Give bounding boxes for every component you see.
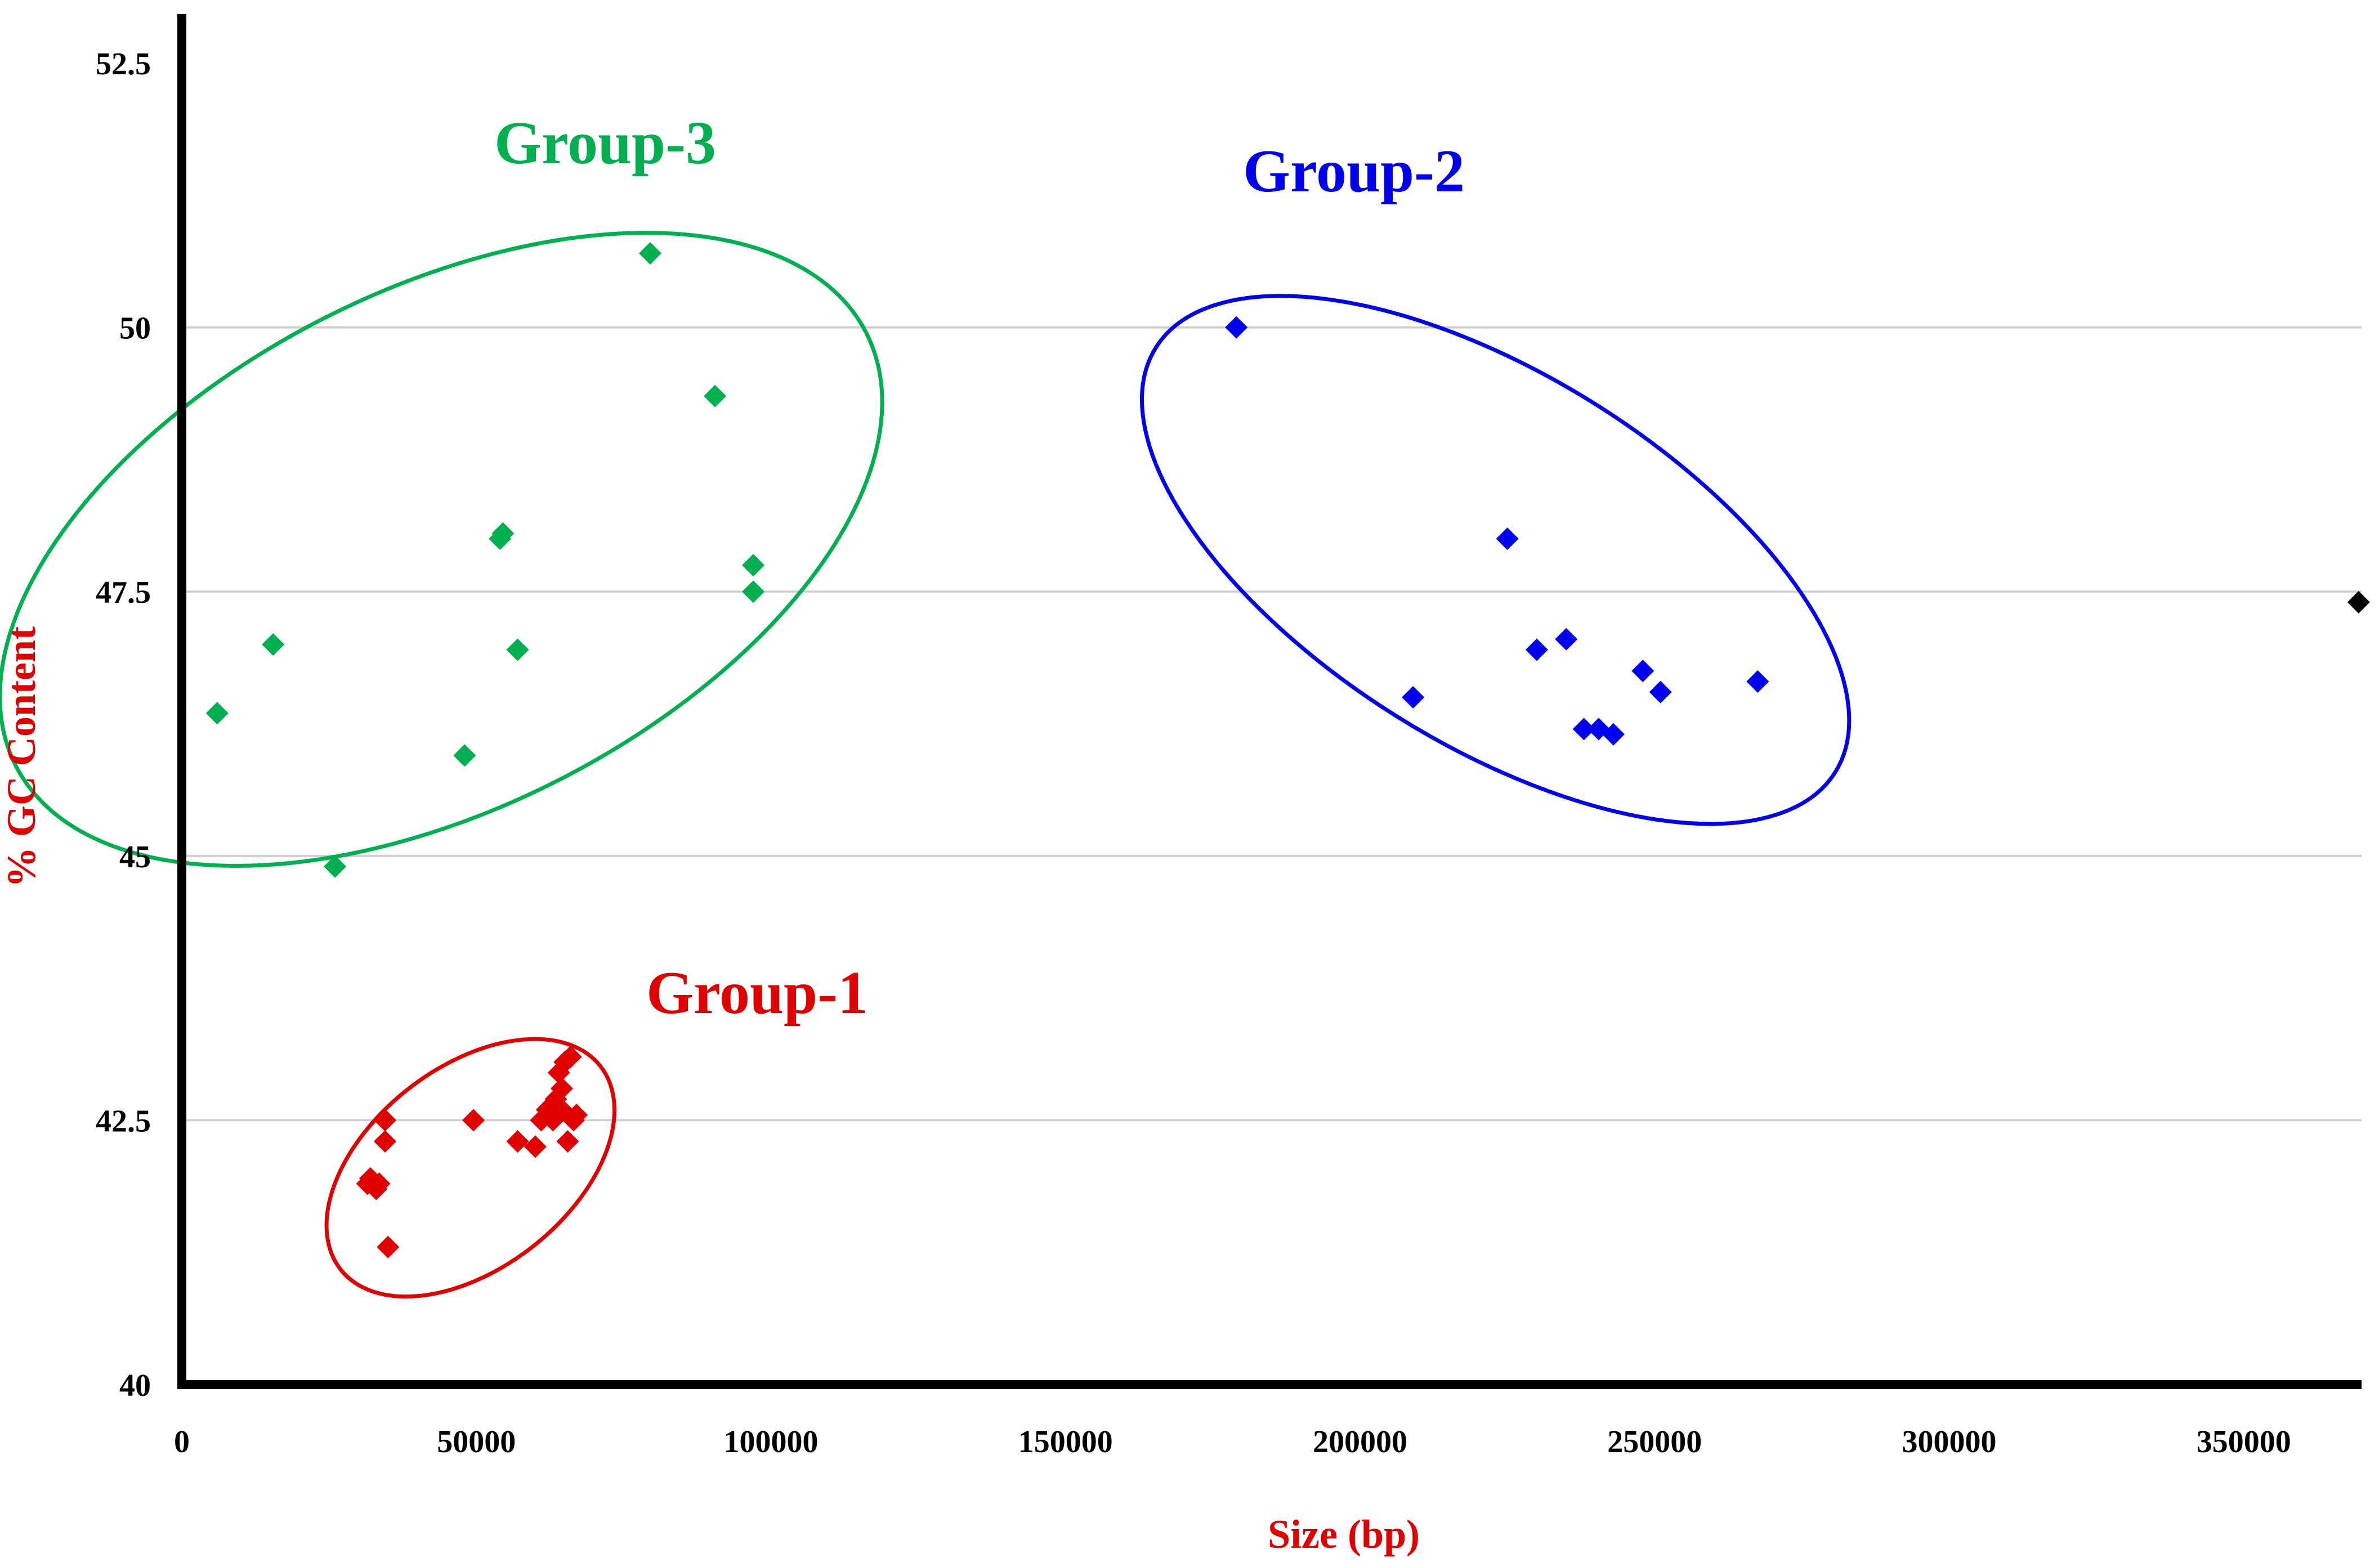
data-point-group-1 — [462, 1109, 485, 1132]
group-label-group-1: Group-1 — [646, 960, 868, 1027]
group-ellipse — [324, 1037, 616, 1299]
data-point-group-1 — [377, 1235, 400, 1258]
group-label-group-3: Group-3 — [494, 110, 716, 177]
data-points — [205, 242, 2370, 1258]
y-tick-label: 45 — [119, 840, 151, 875]
data-point-group-1 — [550, 1077, 573, 1100]
data-point-group-2 — [1402, 686, 1425, 709]
data-point-group-3 — [453, 744, 476, 767]
data-point-group-3 — [506, 638, 529, 661]
group-ellipses — [0, 231, 1852, 1299]
data-point-group-2 — [1631, 660, 1654, 683]
axes — [177, 14, 2362, 1389]
y-tick-label: 40 — [119, 1368, 151, 1403]
data-point-group-1 — [368, 1172, 391, 1195]
tick-labels: 40 42.5 45 47.5 50 52.5 0 50000 100000 150000 2000… — [96, 47, 2291, 1459]
data-point-group-3 — [324, 855, 347, 878]
x-axis-title: Size (bp) — [1268, 1512, 1420, 1557]
data-point-group-2 — [1525, 638, 1548, 661]
data-point-group-3 — [742, 580, 765, 603]
x-tick-label: 300000 — [1902, 1424, 1996, 1459]
data-point-group-3 — [742, 554, 765, 577]
data-point-group-2 — [1496, 527, 1519, 550]
group-ellipse — [0, 231, 884, 868]
data-point-group-3 — [704, 384, 727, 407]
data-point-group-3 — [262, 633, 285, 656]
x-tick-label: 200000 — [1313, 1424, 1407, 1459]
data-point-group-1 — [524, 1135, 547, 1158]
x-tick-label: 250000 — [1607, 1424, 1702, 1459]
y-tick-label: 52.5 — [96, 47, 151, 82]
y-tick-label: 47.5 — [96, 575, 151, 610]
data-point-group-2 — [1746, 670, 1769, 693]
x-tick-label: 350000 — [2197, 1424, 2291, 1459]
y-axis-title: % GC Content — [0, 626, 44, 888]
x-tick-label: 0 — [174, 1424, 190, 1459]
data-point-group-3 — [205, 702, 229, 725]
gridlines — [182, 326, 2362, 1122]
y-tick-label: 42.5 — [96, 1104, 151, 1139]
data-point-group-1 — [565, 1104, 588, 1127]
x-tick-label: 100000 — [723, 1424, 818, 1459]
data-point-group-2 — [1602, 723, 1625, 746]
data-point-group-2 — [1555, 628, 1578, 651]
data-point-group-1 — [374, 1130, 397, 1153]
y-tick-label: 50 — [119, 311, 151, 346]
data-point-group-2 — [1649, 680, 1672, 704]
group-labels: Group-1 Group-2 Group-3 — [494, 110, 1465, 1027]
data-point-group-1 — [374, 1109, 397, 1132]
data-point-group-3 — [638, 242, 661, 265]
data-point-group-2 — [1572, 718, 1595, 741]
data-point-outlier — [2347, 590, 2370, 613]
x-tick-label: 50000 — [437, 1424, 516, 1459]
data-point-group-2 — [1225, 316, 1248, 339]
group-ellipse — [1140, 294, 1852, 826]
data-point-group-1 — [556, 1130, 579, 1153]
data-point-group-1 — [506, 1130, 529, 1153]
data-point-group-3 — [491, 522, 515, 545]
x-tick-label: 150000 — [1018, 1424, 1113, 1459]
data-point-group-1 — [559, 1045, 582, 1068]
group-label-group-2: Group-2 — [1243, 138, 1465, 205]
